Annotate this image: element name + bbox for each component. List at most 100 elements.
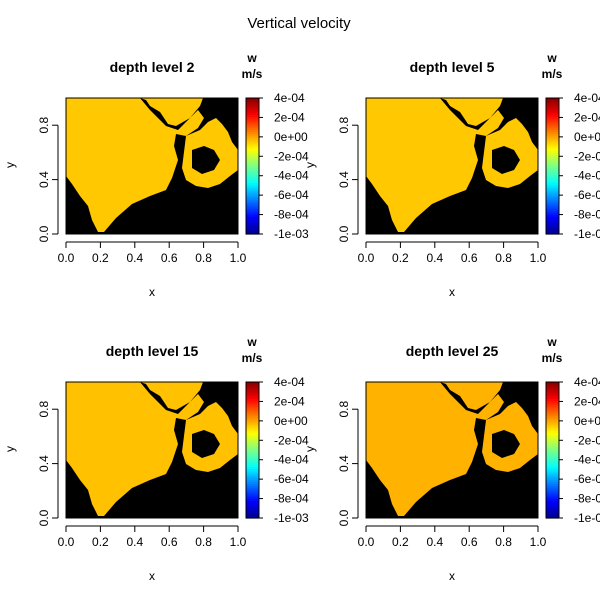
colorbar-swatch xyxy=(246,200,259,203)
colorbar-swatch xyxy=(546,405,559,409)
colorbar-tick-label: -6e-04 xyxy=(574,188,600,202)
colorbar-swatch xyxy=(546,157,559,161)
colorbar-swatch xyxy=(546,166,559,169)
colorbar-swatch xyxy=(546,384,559,387)
colorbar-swatch xyxy=(246,460,259,464)
colorbar-swatch xyxy=(246,132,259,135)
colorbar-swatch xyxy=(546,217,559,220)
colorbar-swatch xyxy=(546,200,559,203)
colorbar-swatch xyxy=(546,394,559,398)
colorbar-swatch xyxy=(246,420,259,423)
colorbar-swatch xyxy=(546,390,559,394)
y-tick-label: 0.4 xyxy=(37,171,51,188)
colorbar-swatch xyxy=(546,403,559,406)
colorbar-swatch xyxy=(246,418,259,421)
colorbar-swatch xyxy=(546,138,559,142)
colorbar-swatch xyxy=(246,386,259,389)
colorbar-swatch xyxy=(246,498,259,502)
colorbar-swatch xyxy=(246,462,259,466)
colorbar-swatch xyxy=(246,166,259,169)
colorbar-swatch xyxy=(546,176,559,180)
colorbar-swatch xyxy=(546,462,559,466)
colorbar-swatch xyxy=(546,195,559,199)
x-tick-label: 0.0 xyxy=(358,535,375,549)
colorbar-swatch xyxy=(546,212,559,216)
colorbar-swatch xyxy=(546,132,559,135)
colorbar-swatch xyxy=(546,123,559,127)
colorbar-swatch xyxy=(246,136,259,139)
panel-title: depth level 5 xyxy=(410,59,495,75)
colorbar-title-units: m/s xyxy=(542,67,563,81)
y-tick-label: 0.8 xyxy=(337,117,351,134)
colorbar-tick-label: -8e-04 xyxy=(274,492,309,506)
colorbar-swatch xyxy=(246,407,259,411)
x-axis-label: x xyxy=(449,569,455,583)
island xyxy=(192,146,220,174)
colorbar-swatch xyxy=(246,422,259,426)
colorbar-swatch xyxy=(246,217,259,220)
colorbar-tick-label: 2e-04 xyxy=(274,394,305,408)
colorbar-swatch xyxy=(546,494,559,498)
colorbar-swatch xyxy=(546,496,559,500)
colorbar-swatch xyxy=(546,170,559,173)
colorbar-swatch xyxy=(246,511,259,515)
figure-title: Vertical velocity xyxy=(247,15,351,32)
colorbar-swatch xyxy=(246,223,259,227)
colorbar-tick-label: 2e-04 xyxy=(574,110,600,124)
colorbar-swatch xyxy=(546,142,559,146)
colorbar-swatch xyxy=(546,456,559,460)
colorbar-swatch xyxy=(246,210,259,214)
colorbar-swatch xyxy=(246,231,259,235)
sea-field-main xyxy=(66,98,204,232)
y-axis-label: y xyxy=(303,162,317,168)
colorbar-swatch xyxy=(546,441,559,445)
colorbar-swatch xyxy=(546,513,559,517)
x-axis-label: x xyxy=(149,285,155,299)
colorbar-swatch xyxy=(546,151,559,154)
colorbar-swatch xyxy=(246,452,259,455)
colorbar-swatch xyxy=(246,488,259,491)
x-tick-label: 0.2 xyxy=(392,535,409,549)
colorbar-tick-label: -2e-04 xyxy=(574,433,600,447)
colorbar-swatch xyxy=(546,443,559,447)
y-tick-label: 0.0 xyxy=(337,509,351,526)
colorbar-swatch xyxy=(246,503,259,506)
x-tick-label: 0.8 xyxy=(495,251,512,265)
colorbar-swatch xyxy=(546,214,559,218)
colorbar-swatch xyxy=(246,178,259,182)
colorbar-swatch xyxy=(546,134,559,137)
colorbar-swatch xyxy=(546,458,559,462)
colorbar-swatch xyxy=(246,505,259,508)
colorbar-swatch xyxy=(246,405,259,409)
x-tick-label: 0.4 xyxy=(126,535,143,549)
colorbar-swatch xyxy=(246,191,259,195)
colorbar-swatch xyxy=(546,464,559,468)
panel-depth-level-2: depth level 2 0.0 0.2 0.4 0.6 0.8 1.00.00.40.… xyxy=(3,51,309,299)
colorbar-swatch xyxy=(246,388,259,392)
colorbar-swatch xyxy=(546,515,559,519)
colorbar-swatch xyxy=(246,172,259,176)
x-tick-label: 0.4 xyxy=(426,251,443,265)
colorbar-tick-label: -1e-03 xyxy=(274,227,309,241)
colorbar-swatch xyxy=(546,452,559,455)
colorbar-swatch xyxy=(246,115,259,118)
colorbar-swatch xyxy=(246,161,259,165)
colorbar-swatch xyxy=(246,108,259,112)
panel-title: depth level 2 xyxy=(110,59,195,75)
x-tick-label: 1.0 xyxy=(530,535,547,549)
colorbar-swatch xyxy=(546,125,559,129)
colorbar-tick-label: -6e-04 xyxy=(574,472,600,486)
colorbar-swatch xyxy=(546,433,559,436)
colorbar: 4e-04 2e-04 0e+00 -2e-04 -4e-04 -6e-04 -8e-04 -… xyxy=(245,91,309,241)
colorbar-swatch xyxy=(546,223,559,227)
colorbar-swatch xyxy=(246,496,259,500)
colorbar-swatch xyxy=(246,117,259,120)
colorbar-tick-label: 0e+00 xyxy=(574,414,600,428)
colorbar: 4e-04 2e-04 0e+00 -2e-04 -4e-04 -6e-04 -8e-04 -… xyxy=(545,375,600,525)
colorbar-swatch xyxy=(246,168,259,171)
colorbar-swatch xyxy=(546,401,559,404)
colorbar-swatch xyxy=(246,229,259,233)
axes: 0.0 0.2 0.4 0.6 0.8 1.0 0.0 0.4 0.8 xyxy=(337,97,547,265)
colorbar-swatch xyxy=(546,191,559,195)
